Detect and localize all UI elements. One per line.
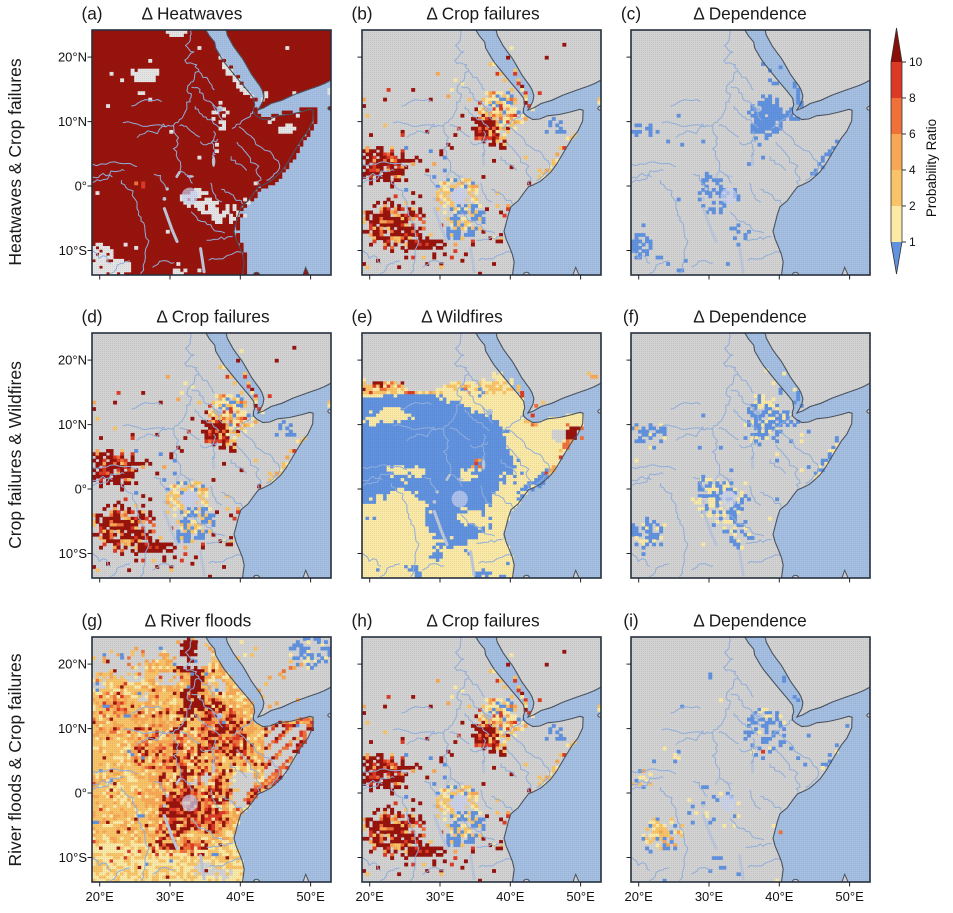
svg-text:30°E: 30°E bbox=[156, 889, 185, 904]
svg-text:(e): (e) bbox=[351, 307, 372, 327]
svg-text:30°E: 30°E bbox=[426, 889, 455, 904]
svg-text:10°N: 10°N bbox=[58, 417, 87, 432]
svg-text:20°E: 20°E bbox=[625, 889, 654, 904]
svg-text:1: 1 bbox=[909, 235, 916, 249]
svg-text:Δ Dependence: Δ Dependence bbox=[693, 307, 806, 327]
svg-text:Δ Crop failures: Δ Crop failures bbox=[426, 611, 540, 631]
svg-text:10°N: 10°N bbox=[58, 114, 87, 129]
svg-text:River floods & Crop failures: River floods & Crop failures bbox=[5, 653, 25, 866]
svg-text:40°E: 40°E bbox=[496, 889, 525, 904]
svg-text:6: 6 bbox=[909, 127, 916, 141]
svg-text:0°: 0° bbox=[75, 482, 87, 497]
svg-text:(b): (b) bbox=[351, 4, 372, 24]
svg-text:50°E: 50°E bbox=[835, 889, 864, 904]
svg-text:8: 8 bbox=[909, 91, 916, 105]
svg-text:Δ Dependence: Δ Dependence bbox=[693, 4, 806, 24]
svg-text:0°: 0° bbox=[75, 179, 87, 194]
svg-text:(h): (h) bbox=[351, 611, 372, 631]
svg-text:(f): (f) bbox=[623, 307, 639, 327]
svg-text:30°E: 30°E bbox=[695, 889, 724, 904]
svg-text:Δ Wildfires: Δ Wildfires bbox=[421, 307, 503, 327]
svg-text:20°E: 20°E bbox=[86, 889, 115, 904]
svg-text:20°N: 20°N bbox=[58, 50, 87, 65]
svg-text:10°N: 10°N bbox=[58, 721, 87, 736]
svg-text:10°S: 10°S bbox=[59, 850, 88, 865]
svg-text:50°E: 50°E bbox=[566, 889, 595, 904]
svg-text:(c): (c) bbox=[621, 4, 641, 24]
svg-text:Δ Crop failures: Δ Crop failures bbox=[156, 307, 270, 327]
svg-text:(a): (a) bbox=[81, 4, 102, 24]
svg-text:20°N: 20°N bbox=[58, 657, 87, 672]
svg-text:10°S: 10°S bbox=[59, 546, 88, 561]
svg-text:20°N: 20°N bbox=[58, 353, 87, 368]
svg-text:0°: 0° bbox=[75, 786, 87, 801]
svg-text:4: 4 bbox=[909, 163, 916, 177]
svg-text:40°E: 40°E bbox=[226, 889, 255, 904]
svg-text:(d): (d) bbox=[81, 307, 102, 327]
svg-text:Probability Ratio: Probability Ratio bbox=[924, 119, 939, 217]
svg-text:10°S: 10°S bbox=[59, 243, 88, 258]
svg-text:20°E: 20°E bbox=[356, 889, 385, 904]
svg-text:Δ Dependence: Δ Dependence bbox=[693, 611, 806, 631]
svg-text:50°E: 50°E bbox=[296, 889, 325, 904]
svg-text:Heatwaves & Crop failures: Heatwaves & Crop failures bbox=[5, 58, 25, 265]
svg-text:(g): (g) bbox=[81, 611, 102, 631]
svg-text:Δ Heatwaves: Δ Heatwaves bbox=[142, 4, 243, 24]
svg-text:Δ Crop failures: Δ Crop failures bbox=[426, 4, 540, 24]
svg-text:2: 2 bbox=[909, 199, 916, 213]
svg-text:Crop failures & Wildfires: Crop failures & Wildfires bbox=[5, 361, 25, 549]
svg-text:10: 10 bbox=[909, 55, 923, 69]
svg-text:Δ River floods: Δ River floods bbox=[145, 611, 252, 631]
svg-text:(i): (i) bbox=[623, 611, 638, 631]
svg-text:40°E: 40°E bbox=[765, 889, 794, 904]
